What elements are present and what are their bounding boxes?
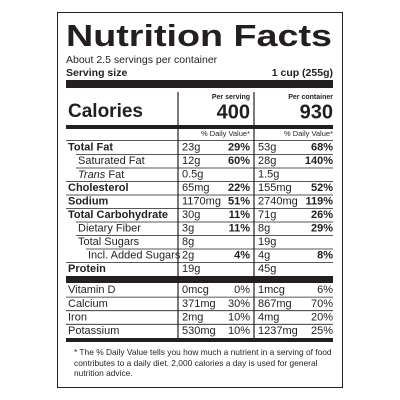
nutrient-name: Total Sugars: [78, 236, 140, 248]
title: Nutrition Facts: [66, 18, 332, 53]
nutrient-name: Total Fat: [68, 142, 113, 154]
amount: 71g: [258, 209, 276, 221]
amount: 23g: [182, 142, 200, 154]
nutrient-name: Fat: [108, 169, 124, 181]
medium-bar: [66, 125, 333, 129]
amount: 19g: [182, 263, 200, 275]
per-container-calories: 930: [300, 101, 333, 123]
amount: 19g: [258, 236, 276, 248]
servings: About 2.5 servings per container: [66, 54, 218, 66]
nutrient-name-italic: Trans: [78, 169, 106, 181]
serving-size: 1 cup (255g): [272, 67, 333, 79]
amount: 155mg: [258, 182, 292, 194]
nutrient-name: Saturated Fat: [78, 155, 145, 167]
daily-value: 0%: [234, 284, 250, 296]
amount: 867mg: [258, 298, 292, 310]
per-serving-label: Per serving: [212, 94, 250, 101]
amount: 2g: [182, 250, 194, 262]
daily-value: 22%: [228, 182, 250, 194]
amount: 65mg: [182, 182, 210, 194]
amount: 371mg: [182, 298, 216, 310]
per-serving-calories: 400: [217, 101, 250, 123]
nutrient-name: Dietary Fiber: [78, 223, 141, 235]
daily-value: 119%: [305, 196, 333, 208]
daily-value: 8%: [317, 250, 333, 262]
nutrient-name: Cholesterol: [68, 182, 129, 194]
amount: 2mg: [182, 311, 203, 323]
amount: 3g: [182, 223, 194, 235]
daily-value: 68%: [311, 142, 333, 154]
amount: 1237mg: [258, 325, 298, 337]
amount: 45g: [258, 263, 276, 275]
daily-value: 4%: [234, 250, 250, 262]
nutrient-name: Sodium: [68, 196, 109, 208]
amount: 1mcg: [258, 284, 285, 296]
amount: 1.5g: [258, 169, 279, 181]
nutrient-name: Protein: [68, 263, 106, 275]
nutrient-name: Total Carbohydrate: [68, 209, 168, 221]
amount: 8g: [258, 223, 270, 235]
daily-value: 70%: [311, 298, 333, 310]
thick-bar: [66, 80, 333, 88]
daily-value: 6%: [317, 284, 333, 296]
daily-value: 11%: [229, 209, 251, 221]
daily-value: 10%: [228, 325, 250, 337]
nutrient-name: Iron: [68, 311, 87, 323]
amount: 1170mg: [182, 196, 221, 208]
daily-value: 25%: [311, 325, 333, 337]
nutrient-name: Calcium: [68, 298, 108, 310]
amount: 4mg: [258, 311, 279, 323]
nutrient-name: Trans Fat: [78, 169, 124, 181]
amount: 12g: [182, 155, 200, 167]
amount: 2740mg: [258, 196, 298, 208]
daily-value: 29%: [311, 223, 333, 235]
footnote: * The % Daily Value tells you how much a…: [74, 347, 332, 379]
per-container-label: Per container: [288, 94, 333, 101]
amount: 530mg: [182, 325, 216, 337]
dv-header: % Daily Value*: [284, 129, 333, 138]
medium-bar: [66, 338, 333, 342]
daily-value: 11%: [229, 223, 251, 235]
daily-value: 140%: [305, 155, 333, 167]
nutrient-name: Vitamin D: [68, 284, 116, 296]
label-border: [57, 12, 343, 388]
thick-bar: [66, 276, 333, 283]
daily-value: 29%: [228, 142, 250, 154]
serving-size-label: Serving size: [66, 67, 127, 79]
daily-value: 52%: [311, 182, 333, 194]
daily-value: 10%: [228, 311, 250, 323]
nutrient-name: Potassium: [68, 325, 119, 337]
daily-value: 60%: [228, 155, 250, 167]
amount: 30g: [182, 209, 200, 221]
daily-value: 26%: [311, 209, 333, 221]
daily-value: 30%: [228, 298, 250, 310]
nutrient-name: Incl. Added Sugars: [88, 250, 181, 262]
dv-header: % Daily Value*: [201, 129, 250, 138]
amount: 28g: [258, 155, 276, 167]
daily-value: 51%: [228, 196, 250, 208]
amount: 53g: [258, 142, 276, 154]
amount: 8g: [182, 236, 194, 248]
amount: 0.5g: [182, 169, 203, 181]
amount: 0mcg: [182, 284, 209, 296]
calories-label: Calories: [68, 101, 143, 122]
amount: 4g: [258, 250, 270, 262]
daily-value: 20%: [311, 311, 333, 323]
